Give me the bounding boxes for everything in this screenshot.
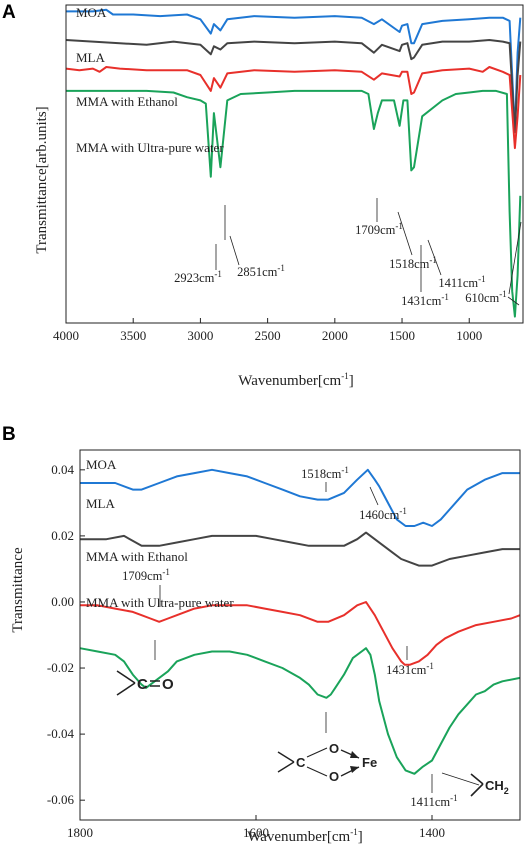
panel-a-frame xyxy=(65,4,524,324)
panel-a-label-mla: MLA xyxy=(76,50,106,65)
panel-a-series-1 xyxy=(65,39,522,134)
svg-text:C: C xyxy=(296,755,306,770)
panel-b-xtick-label: 1600 xyxy=(243,825,269,840)
panel-a-series-0 xyxy=(66,8,522,134)
panel-b-yticks: 0.04 0.02 0.00 -0.02 -0.04 -0.06 xyxy=(47,462,85,807)
svg-text:O: O xyxy=(329,741,339,756)
ch2-structure: CH2 xyxy=(470,773,509,797)
annotation-610: 610cm-1 xyxy=(465,289,507,305)
panel-b-ytick-label: -0.06 xyxy=(47,792,75,807)
panel-b-annotations xyxy=(154,482,480,793)
panel-b-ytick-label: -0.04 xyxy=(47,726,75,741)
panel-a-label-moa: MOA xyxy=(76,5,107,20)
panel-a-xtick-label: 1000 xyxy=(456,328,482,343)
svg-text:CH2: CH2 xyxy=(485,778,509,796)
panel-b-xtick-label: 1400 xyxy=(419,825,445,840)
panel-a-xtick-label: 3500 xyxy=(120,328,146,343)
annotation-1518: 1518cm-1 xyxy=(389,255,437,271)
panel-b-letter: B xyxy=(2,424,16,445)
panel-b-label-mla: MLA xyxy=(86,496,116,511)
svg-text:O: O xyxy=(329,769,339,784)
panel-b-xticks: 1800 1600 1400 xyxy=(67,815,445,840)
panel-b-label-moa: MOA xyxy=(86,457,117,472)
panel-b-plot-area xyxy=(79,468,521,775)
panel-a-xtick-label: 3000 xyxy=(187,328,213,343)
panel-a-ylabel: Transmittance[arb.units] xyxy=(34,106,50,253)
annotation-b-1411: 1411cm-1 xyxy=(410,793,457,809)
svg-text:C: C xyxy=(137,676,148,693)
panel-b-ytick-label: 0.04 xyxy=(51,462,74,477)
annotation-2923: 2923cm-1 xyxy=(174,269,222,285)
svg-text:O: O xyxy=(162,676,174,693)
panel-a-xtick-label: 2500 xyxy=(255,328,281,343)
carbonyl-structure: C O xyxy=(116,670,174,696)
annotation-b-1431: 1431cm-1 xyxy=(386,661,434,677)
panel-a-label-water: MMA with Ultra-pure water xyxy=(76,140,224,155)
panel-b-ylabel: Transmittance xyxy=(10,547,26,633)
panel-b-frame xyxy=(79,449,521,821)
panel-a-annotations xyxy=(215,198,522,306)
panel-a-plot-area xyxy=(65,8,522,318)
svg-text:Fe: Fe xyxy=(362,755,377,770)
panel-b-series-1 xyxy=(80,531,520,567)
panel-b-ytick-label: -0.02 xyxy=(47,660,74,675)
panel-a-letter: A xyxy=(2,2,16,23)
carboxylate-fe-structure: C O O Fe xyxy=(277,741,377,784)
panel-a-series-3 xyxy=(66,89,522,318)
panel-b-xtick-label: 1800 xyxy=(67,825,93,840)
panel-b-series-3 xyxy=(79,647,521,775)
panel-a-label-ethanol: MMA with Ethanol xyxy=(76,94,178,109)
panel-b-series-2 xyxy=(80,601,521,666)
panel-a-xtick-label: 2000 xyxy=(322,328,348,343)
panel-a-xticks: 4000 3500 3000 2500 2000 1500 1000 xyxy=(53,318,482,343)
panel-a-xlabel: Wavenumber[cm-1] xyxy=(238,371,353,389)
panel-b-label-ethanol: MMA with Ethanol xyxy=(86,549,188,564)
annotation-1431: 1431cm-1 xyxy=(401,292,449,308)
panel-b-series-0 xyxy=(80,468,520,527)
panel-b-ytick-label: 0.00 xyxy=(51,594,74,609)
annotation-1411: 1411cm-1 xyxy=(438,274,485,290)
panel-a-series-2 xyxy=(65,66,522,150)
panel-b-ytick-label: 0.02 xyxy=(51,528,74,543)
annotation-1709: 1709cm-1 xyxy=(355,221,403,237)
annotation-b-1709: 1709cm-1 xyxy=(122,567,170,583)
panel-b-xlabel: Wavenumber[cm-1] xyxy=(247,827,362,845)
annotation-b-1518: 1518cm-1 xyxy=(301,465,349,481)
panel-a-xtick-label: 4000 xyxy=(53,328,79,343)
annotation-b-1460: 1460cm-1 xyxy=(359,506,407,522)
panel-a-xtick-label: 1500 xyxy=(389,328,415,343)
annotation-2851: 2851cm-1 xyxy=(237,263,285,279)
